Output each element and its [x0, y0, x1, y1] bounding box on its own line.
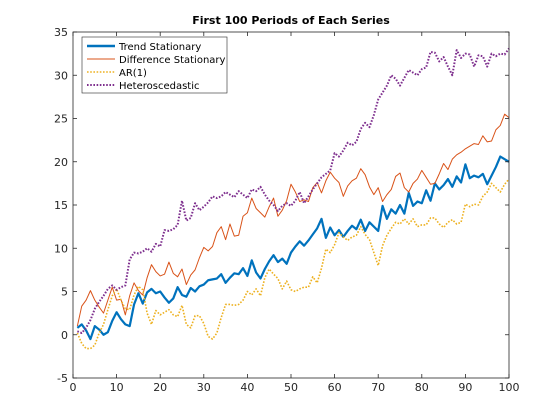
legend-label-ar1: AR(1)	[119, 68, 147, 79]
x-tick-label: 10	[110, 381, 124, 394]
y-tick-label: 30	[54, 69, 68, 82]
y-tick-label: 15	[54, 199, 68, 212]
y-tick-label: 25	[54, 113, 68, 126]
y-tick-label: 0	[61, 329, 68, 342]
chart-title: First 100 Periods of Each Series	[192, 14, 390, 27]
x-tick-label: 20	[153, 381, 167, 394]
legend-item-ar1: AR(1)	[87, 68, 147, 79]
x-tick-label: 50	[284, 381, 298, 394]
series-layer	[76, 47, 510, 350]
y-tick-label: 10	[54, 242, 68, 255]
x-tick-label: 0	[70, 381, 77, 394]
legend-label-difference-stationary: Difference Stationary	[119, 55, 226, 66]
legend-label-heteroscedastic: Heteroscedastic	[119, 81, 200, 92]
y-tick-label: 20	[54, 156, 68, 169]
series-line-trend-stationary	[76, 155, 510, 341]
x-tick-label: 90	[458, 381, 472, 394]
y-tick-label: 5	[61, 286, 68, 299]
x-tick-label: 80	[415, 381, 429, 394]
legend-item-heteroscedastic: Heteroscedastic	[87, 81, 200, 92]
x-tick-label: 70	[371, 381, 385, 394]
legend: Trend Stationary Difference Stationary A…	[81, 36, 228, 94]
y-tick-label: -5	[57, 372, 68, 385]
x-tick-label: 30	[197, 381, 211, 394]
legend-item-trend-stationary: Trend Stationary	[87, 42, 201, 53]
legend-label-trend-stationary: Trend Stationary	[118, 42, 201, 53]
x-tick-label: 60	[328, 381, 342, 394]
legend-item-difference-stationary: Difference Stationary	[87, 55, 226, 66]
y-tick-label: 35	[54, 26, 68, 39]
x-tick-label: 40	[240, 381, 254, 394]
series-line-difference-stationary	[76, 113, 510, 327]
x-tick-label: 100	[499, 381, 520, 394]
